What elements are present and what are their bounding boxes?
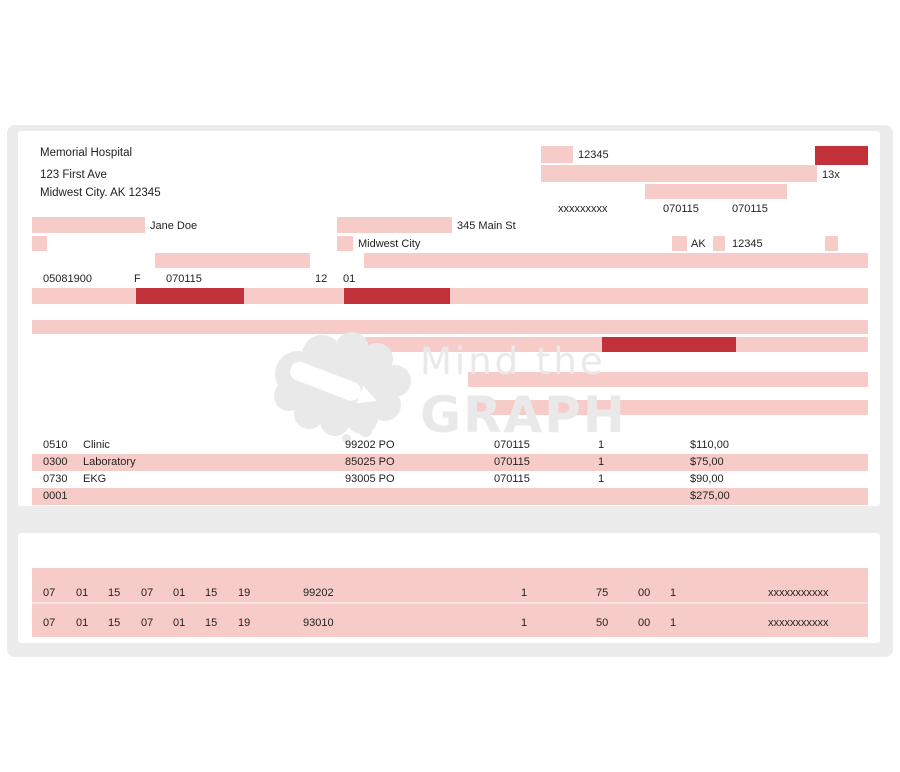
watermark-text-line2: GRAPH [420, 386, 627, 444]
date-from-dd: 01 [76, 617, 89, 629]
description: EKG [83, 473, 107, 485]
id-placeholder: xxxxxxxxx [558, 203, 608, 215]
field-highlight-bar [344, 288, 450, 304]
rev-code: 0300 [43, 456, 68, 468]
description: Clinic [83, 439, 110, 451]
diagnosis-pointer: 1 [521, 617, 528, 629]
provider-street: 123 First Ave [40, 169, 107, 181]
service-lines-highlight-block [32, 568, 868, 637]
field-placeholder-bar [32, 236, 47, 251]
patient-zip: 12345 [732, 238, 763, 250]
field-highlight-bar [136, 288, 244, 304]
service-charge: $110,00 [690, 439, 729, 451]
service-date: 070115 [494, 473, 530, 485]
row-separator [32, 602, 868, 604]
field-placeholder-bar [541, 165, 817, 182]
field-placeholder-bar [541, 146, 573, 163]
place-of-service: 19 [238, 587, 251, 599]
field-placeholder-bar [364, 253, 868, 268]
field-placeholder-bar [337, 217, 452, 233]
patient-name: Jane Doe [150, 220, 198, 232]
period-from-date: 070115 [663, 203, 699, 215]
cpt-code: 99202 [303, 587, 334, 599]
diagnosis-pointer: 1 [521, 587, 528, 599]
cpt-code: 93010 [303, 617, 334, 629]
watermark-text-line1: Mind the [420, 340, 606, 383]
service-units: 1 [598, 439, 605, 451]
brain-pencil-watermark-icon [274, 332, 411, 436]
charge-cents: 00 [638, 587, 651, 599]
field-placeholder-bar [32, 217, 145, 233]
bill-type: 13x [822, 169, 840, 181]
date-to-dd: 01 [173, 617, 186, 629]
total-rev-code: 0001 [43, 490, 68, 502]
admit-hour: 12 [315, 273, 328, 285]
account-number: 12345 [578, 149, 609, 161]
hcpcs-code: 85025 PO [345, 456, 395, 468]
service-charge: $75,00 [690, 456, 724, 468]
table-total-row-highlight [32, 488, 868, 505]
field-placeholder-bar [32, 320, 868, 334]
date-from-mm: 07 [43, 587, 56, 599]
date-to-mm: 07 [141, 617, 154, 629]
description: Laboratory [83, 456, 136, 468]
admit-date: 070115 [166, 273, 202, 285]
field-placeholder-bar [337, 236, 353, 251]
total-charge: $275,00 [690, 490, 730, 502]
field-highlight-bar [815, 146, 868, 165]
service-charge: $90,00 [690, 473, 724, 485]
hcpcs-code: 99202 PO [345, 439, 395, 451]
field-placeholder-bar [155, 253, 310, 268]
date-from-dd: 01 [76, 587, 89, 599]
patient-street: 345 Main St [457, 220, 516, 232]
date-from-yy: 15 [108, 617, 121, 629]
date-to-dd: 01 [173, 587, 186, 599]
patient-birthdate: 05081900 [43, 273, 92, 285]
days-units: 1 [670, 587, 677, 599]
provider-name: Memorial Hospital [40, 147, 133, 159]
patient-state: AK [691, 238, 706, 250]
patient-sex: F [134, 273, 141, 285]
date-to-mm: 07 [141, 587, 154, 599]
patient-city: Midwest City [358, 238, 421, 250]
service-date: 070115 [494, 439, 530, 451]
date-from-mm: 07 [43, 617, 56, 629]
charge-dollars: 50 [596, 617, 609, 629]
days-units: 1 [670, 617, 677, 629]
provider-id-placeholder: xxxxxxxxxxx [768, 617, 829, 629]
provider-city-state-zip: Midwest City. AK 12345 [40, 187, 161, 199]
watermark-thought-dot [342, 434, 351, 443]
admit-type: 01 [343, 273, 356, 285]
table-row-highlight [32, 454, 868, 471]
watermark-thought-dot [359, 424, 372, 437]
date-to-yy: 15 [205, 617, 218, 629]
service-units: 1 [598, 473, 605, 485]
date-to-yy: 15 [205, 587, 218, 599]
provider-id-placeholder: xxxxxxxxxxx [768, 587, 829, 599]
service-units: 1 [598, 456, 605, 468]
field-placeholder-bar [468, 400, 868, 415]
field-placeholder-bar [713, 236, 725, 251]
charge-cents: 00 [638, 617, 651, 629]
place-of-service: 19 [238, 617, 251, 629]
rev-code: 0730 [43, 473, 68, 485]
hcpcs-code: 93005 PO [345, 473, 395, 485]
date-from-yy: 15 [108, 587, 121, 599]
field-highlight-bar [602, 337, 736, 352]
rev-code: 0510 [43, 439, 68, 451]
service-date: 070115 [494, 456, 530, 468]
field-placeholder-bar [645, 184, 787, 199]
period-to-date: 070115 [732, 203, 768, 215]
field-placeholder-bar [825, 236, 838, 251]
charge-dollars: 75 [596, 587, 609, 599]
field-placeholder-bar [468, 372, 868, 387]
field-placeholder-bar [672, 236, 687, 251]
